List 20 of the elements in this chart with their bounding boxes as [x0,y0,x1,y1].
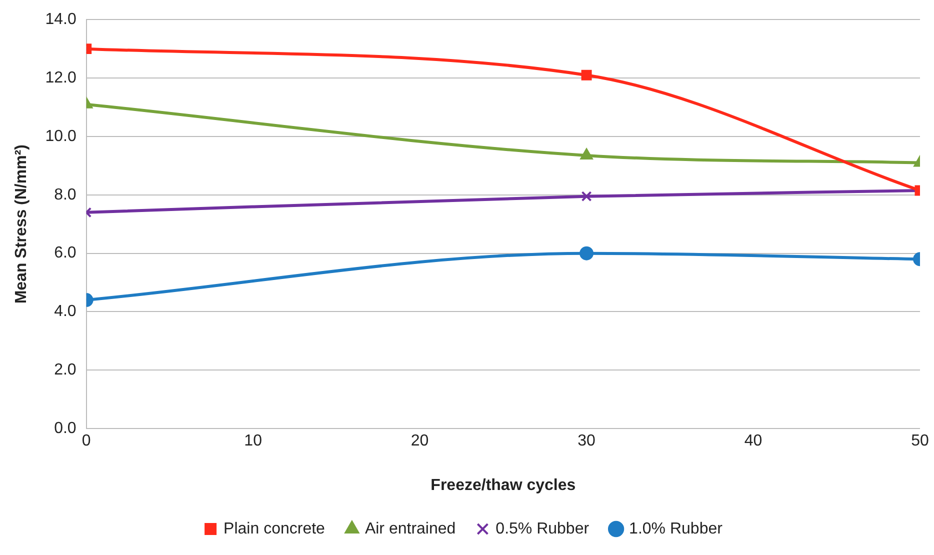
legend-label: 0.5% Rubber [496,520,590,538]
y-tick-label: 10.0 [45,128,76,145]
y-tick-label: 6.0 [54,244,76,262]
y-tick-label: 8.0 [54,186,76,204]
y-tick-label: 4.0 [54,303,76,320]
x-tick-label: 30 [578,432,596,450]
y-tick-label: 2.0 [54,362,76,379]
y-tick-label: 0.0 [54,420,76,438]
x-tick-label: 50 [911,432,929,450]
x-axis-title: Freeze/thaw cycles [430,476,576,494]
legend-label: 1.0% Rubber [629,520,724,538]
x-tick-label: 0 [82,432,91,450]
y-tick-label: 14.0 [45,11,76,28]
x-tick-label: 10 [244,432,262,450]
y-axis-title: Mean Stress (N/mm²) [13,144,30,304]
legend-label: Air entrained [364,520,456,538]
x-tick-label: 40 [744,432,762,450]
y-tick-label: 12.0 [45,69,76,86]
x-tick-label: 20 [410,432,429,450]
legend-label: Plain concrete [224,520,326,538]
